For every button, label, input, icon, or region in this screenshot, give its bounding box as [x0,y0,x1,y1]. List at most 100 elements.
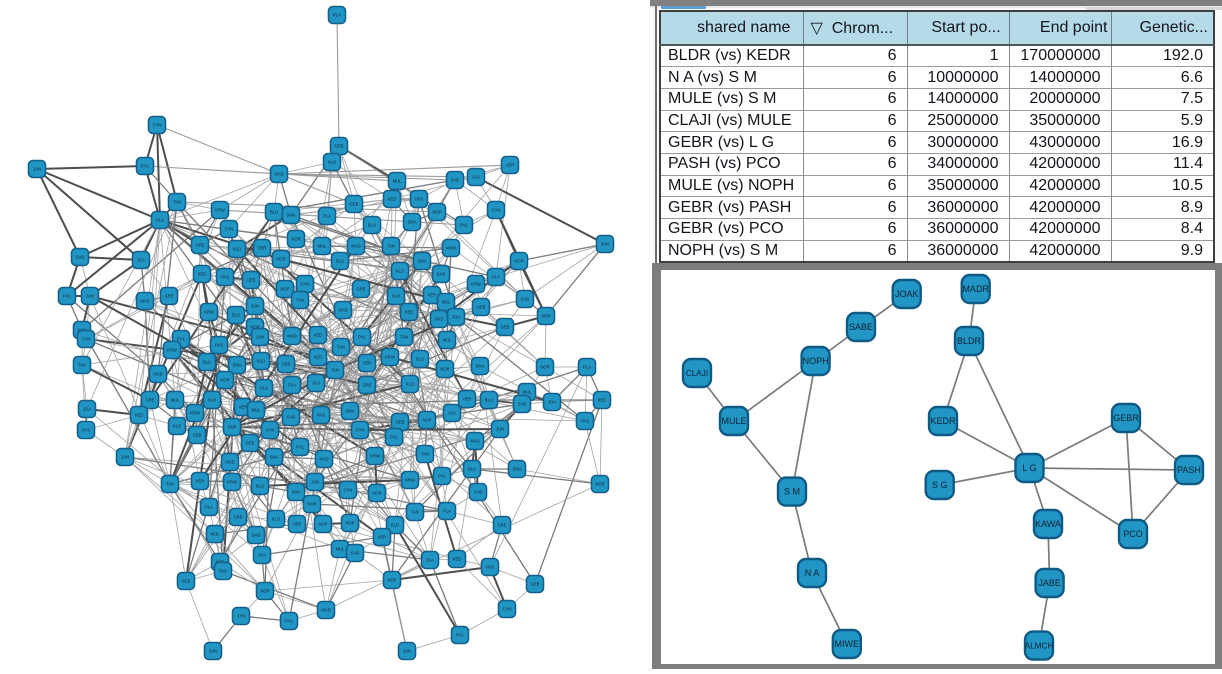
svg-text:BLU: BLU [270,210,278,215]
svg-text:SAB: SAB [76,255,85,260]
svg-text:KRW: KRW [385,355,395,360]
svg-text:PVL: PVL [460,223,469,228]
svg-text:KLO: KLO [396,269,405,274]
svg-text:VER: VER [196,479,205,484]
svg-text:NOR: NOR [595,482,604,487]
svg-text:N A: N A [805,568,820,578]
svg-text:KED: KED [388,197,397,202]
svg-text:SMA: SMA [232,363,241,368]
svg-text:PLA: PLA [156,218,164,223]
svg-text:GEB: GEB [247,278,256,283]
svg-text:SAB: SAB [437,272,446,277]
svg-text:SMA: SMA [291,490,300,495]
svg-text:BLDR: BLDR [957,336,982,346]
svg-text:KEDR: KEDR [930,416,956,426]
svg-text:BLU: BLU [256,484,264,489]
svg-text:MUL: MUL [336,547,346,552]
svg-text:MUL: MUL [211,532,221,537]
svg-text:BLU: BLU [203,360,211,365]
svg-text:JUN: JUN [601,242,609,247]
svg-text:PVL: PVL [456,633,465,638]
svg-text:NOR: NOR [372,491,381,496]
svg-text:NOR: NOR [440,367,449,372]
svg-text:MUL: MUL [318,244,328,249]
svg-text:CYN: CYN [301,282,310,287]
svg-text:KLO: KLO [392,294,401,299]
svg-text:BLU: BLU [416,357,424,362]
svg-text:SAB: SAB [451,178,460,183]
svg-text:CYN: CYN [237,614,246,619]
svg-text:NOP: NOP [318,522,327,527]
svg-text:JABE: JABE [1038,578,1061,588]
svg-text:MAD: MAD [140,299,149,304]
svg-text:MAD: MAD [338,308,347,313]
svg-text:KLO: KLO [406,382,415,387]
svg-text:SMA: SMA [417,259,426,264]
svg-text:CYN: CYN [153,123,162,128]
svg-text:KLO: KLO [173,424,182,429]
svg-text:PLA: PLA [260,386,268,391]
svg-text:SMA: SMA [345,409,354,414]
svg-text:NOR: NOR [276,257,285,262]
svg-text:MUL: MUL [171,398,181,403]
svg-text:CYN: CYN [82,337,91,342]
svg-text:MUL: MUL [393,179,403,184]
svg-text:PVL: PVL [438,474,447,479]
svg-text:MIWE: MIWE [835,639,860,649]
svg-text:VER: VER [258,246,267,251]
svg-text:KED: KED [198,272,207,277]
svg-text:JUN: JUN [256,335,264,340]
svg-text:NOP: NOP [432,210,441,215]
svg-text:KED: KED [135,413,144,418]
svg-text:GEB: GEB [531,582,540,587]
svg-text:JOA: JOA [452,315,460,320]
svg-text:GEB: GEB [246,441,255,446]
svg-text:TAN: TAN [78,363,86,368]
svg-text:BLU: BLU [336,259,344,264]
svg-text:TAN: TAN [421,452,429,457]
svg-text:TAN: TAN [296,298,304,303]
svg-text:VER: VER [428,293,437,298]
svg-text:JOA: JOA [448,411,456,416]
svg-text:MAD: MAD [153,372,162,377]
svg-text:NOP: NOP [387,578,396,583]
svg-text:PVL: PVL [390,435,399,440]
svg-text:ALMCH: ALMCH [1025,642,1054,651]
svg-text:PVL: PVL [177,337,186,342]
svg-text:NOR: NOR [250,325,259,330]
svg-text:KLO: KLO [233,247,242,252]
svg-text:MAD: MAD [351,244,360,249]
svg-text:MAD: MAD [225,460,234,465]
svg-text:PCO: PCO [1123,529,1143,539]
svg-text:JOA: JOA [312,381,320,386]
svg-text:SMA: SMA [286,213,295,218]
svg-text:JUN: JUN [121,455,129,460]
svg-text:KED: KED [453,557,462,562]
svg-text:MAD: MAD [319,457,328,462]
svg-text:PVL: PVL [358,335,367,340]
svg-text:MAD: MAD [274,172,283,177]
svg-text:VER: VER [463,397,472,402]
svg-text:TAN: TAN [400,335,408,340]
svg-text:PLA: PLA [443,509,451,514]
svg-text:NOR: NOR [307,502,316,507]
svg-text:SMA: SMA [475,364,484,369]
svg-text:NOR: NOR [540,365,549,370]
svg-text:GRE: GRE [164,294,173,299]
svg-text:SMA: SMA [269,455,278,460]
svg-text:GRE: GRE [195,243,204,248]
svg-text:SAB: SAB [474,490,483,495]
svg-text:JOA: JOA [83,407,91,412]
svg-text:VER: VER [378,535,387,540]
svg-text:NOR: NOR [291,237,300,242]
svg-text:GRE: GRE [145,398,154,403]
svg-text:PAS: PAS [82,428,90,433]
svg-text:SMA: SMA [407,220,416,225]
svg-text:S G: S G [932,480,948,490]
svg-text:PLA: PLA [288,383,296,388]
svg-text:TAN: TAN [411,510,419,515]
svg-text:KLO: KLO [272,517,281,522]
svg-text:JOA: JOA [472,175,480,180]
svg-text:MUL: MUL [443,338,453,343]
svg-text:PAS: PAS [581,419,589,424]
